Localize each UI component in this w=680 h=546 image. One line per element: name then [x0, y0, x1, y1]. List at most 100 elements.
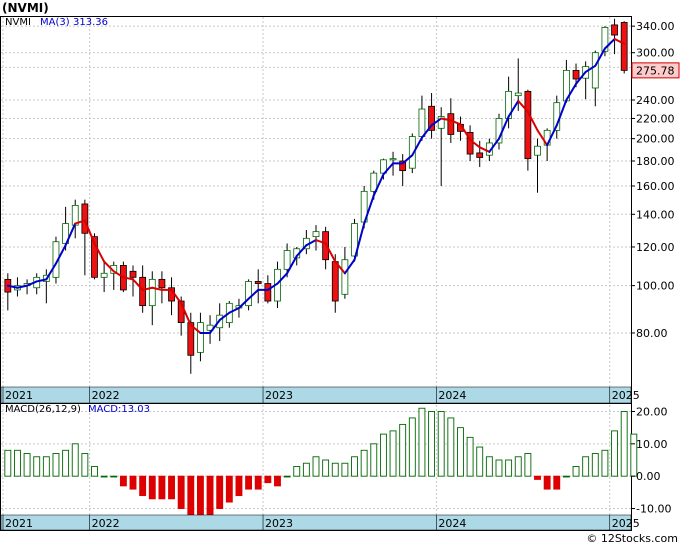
y-tick-label: 100.00	[636, 280, 675, 293]
candle-body	[418, 108, 426, 137]
y-tick-label: 220.00	[636, 112, 675, 125]
macd-bar	[437, 411, 445, 477]
legend-ma-value: 313.36	[73, 17, 108, 28]
macd-bar	[524, 453, 532, 477]
price-plot-frame	[0, 16, 632, 404]
macd-bar	[543, 475, 551, 490]
ma-segment	[132, 278, 144, 291]
candle-body	[254, 281, 262, 284]
y-tick-label: 200.00	[636, 133, 675, 146]
candle-body	[341, 259, 349, 295]
candle-body	[283, 250, 291, 270]
ma-segment	[112, 270, 125, 279]
macd-bar	[33, 456, 41, 477]
candle-body	[620, 22, 628, 71]
macd-bar	[514, 456, 522, 477]
macd-bar	[14, 449, 21, 477]
macd-bar	[408, 417, 416, 477]
macd-bar	[4, 449, 12, 477]
macd-bar	[225, 475, 233, 503]
x-tick-label: 2022	[92, 389, 120, 402]
macd-bar	[447, 417, 455, 477]
price-panel: 80.00 100.00 120.00 140.00 160.00 180.00 200.0…	[0, 16, 680, 404]
ma-segment	[411, 136, 423, 157]
macd-bar	[23, 453, 31, 477]
macd-x-axis-band	[0, 514, 632, 531]
ma-segment	[93, 242, 106, 263]
ma-segment	[170, 288, 183, 305]
last-price-tag: 275.78	[631, 62, 680, 79]
ma-segment	[575, 70, 587, 85]
ma-segment	[141, 286, 154, 291]
macd-bar	[196, 475, 204, 516]
candle-body	[264, 283, 272, 302]
candle-body	[428, 105, 435, 131]
candle-body	[447, 113, 455, 135]
y-tick-label: 300.00	[636, 47, 675, 60]
candle-body	[601, 27, 609, 52]
macd-bar	[235, 475, 243, 497]
macd-bar	[476, 446, 484, 477]
last-price-label: 275.78	[636, 64, 675, 77]
candle-body	[187, 322, 195, 356]
macd-bar	[553, 475, 561, 490]
ma-segment	[151, 286, 163, 291]
macd-bar	[466, 436, 474, 477]
chart-title: (NVMI)	[2, 1, 49, 15]
macd-bar	[129, 475, 137, 490]
macd-bar	[206, 475, 214, 516]
ma-segment	[353, 222, 366, 261]
candle-body	[139, 276, 147, 307]
candle-body	[129, 270, 137, 278]
ma-segment	[555, 99, 568, 127]
price-x-axis: 2021 2022 2023 2024 2025	[2, 387, 640, 403]
macd-bar	[216, 475, 224, 509]
candle-body	[197, 322, 204, 353]
x-tick-label: 2023	[265, 389, 293, 402]
candle-body	[322, 231, 330, 261]
macd-bar	[52, 453, 60, 477]
macd-bar	[505, 459, 513, 477]
candle-body	[389, 158, 397, 161]
candle-body	[100, 272, 108, 278]
y-tick-label: 140.00	[636, 208, 675, 221]
macd-y-tick-label: 0.00	[636, 470, 661, 483]
x-tick-label: 2025	[612, 389, 640, 402]
macd-x-tick-label: 2023	[265, 517, 293, 530]
candle-body	[572, 69, 580, 80]
candle-body	[370, 172, 378, 192]
macd-bar	[601, 449, 609, 477]
ma-segment	[440, 117, 452, 122]
macd-bar	[495, 459, 503, 477]
macd-x-axis: 2021 2022 2023 2024 2025	[2, 515, 640, 530]
ma-segment	[430, 117, 443, 127]
y-tick-label: 240.00	[636, 94, 675, 107]
macd-bar	[331, 462, 339, 477]
ma-segment	[276, 272, 289, 285]
ma-segment	[459, 123, 472, 141]
macd-bar	[148, 475, 156, 500]
ma-segment	[497, 115, 510, 140]
macd-bar	[168, 475, 175, 500]
candle-body	[524, 90, 532, 160]
ma-segment	[343, 258, 356, 275]
ma-segment	[315, 239, 327, 245]
candle-body	[312, 231, 320, 238]
ma-segment	[103, 260, 115, 273]
macd-bar	[399, 423, 407, 477]
ma-segment	[180, 302, 192, 327]
candle-body	[331, 261, 339, 302]
x-tick-label: 2024	[438, 389, 466, 402]
candle-body	[91, 236, 98, 278]
ma-segment	[478, 146, 491, 153]
macd-bar	[100, 475, 108, 478]
ma-segment	[536, 129, 549, 147]
y-tick-label: 340.00	[636, 20, 675, 33]
ma-segment	[45, 262, 57, 281]
candle-body	[158, 278, 166, 289]
macd-legend-label: MACD(26,12,9)	[5, 404, 81, 415]
ma-segment	[324, 242, 337, 263]
macd-bar	[457, 427, 464, 477]
ma-segment	[469, 138, 481, 149]
